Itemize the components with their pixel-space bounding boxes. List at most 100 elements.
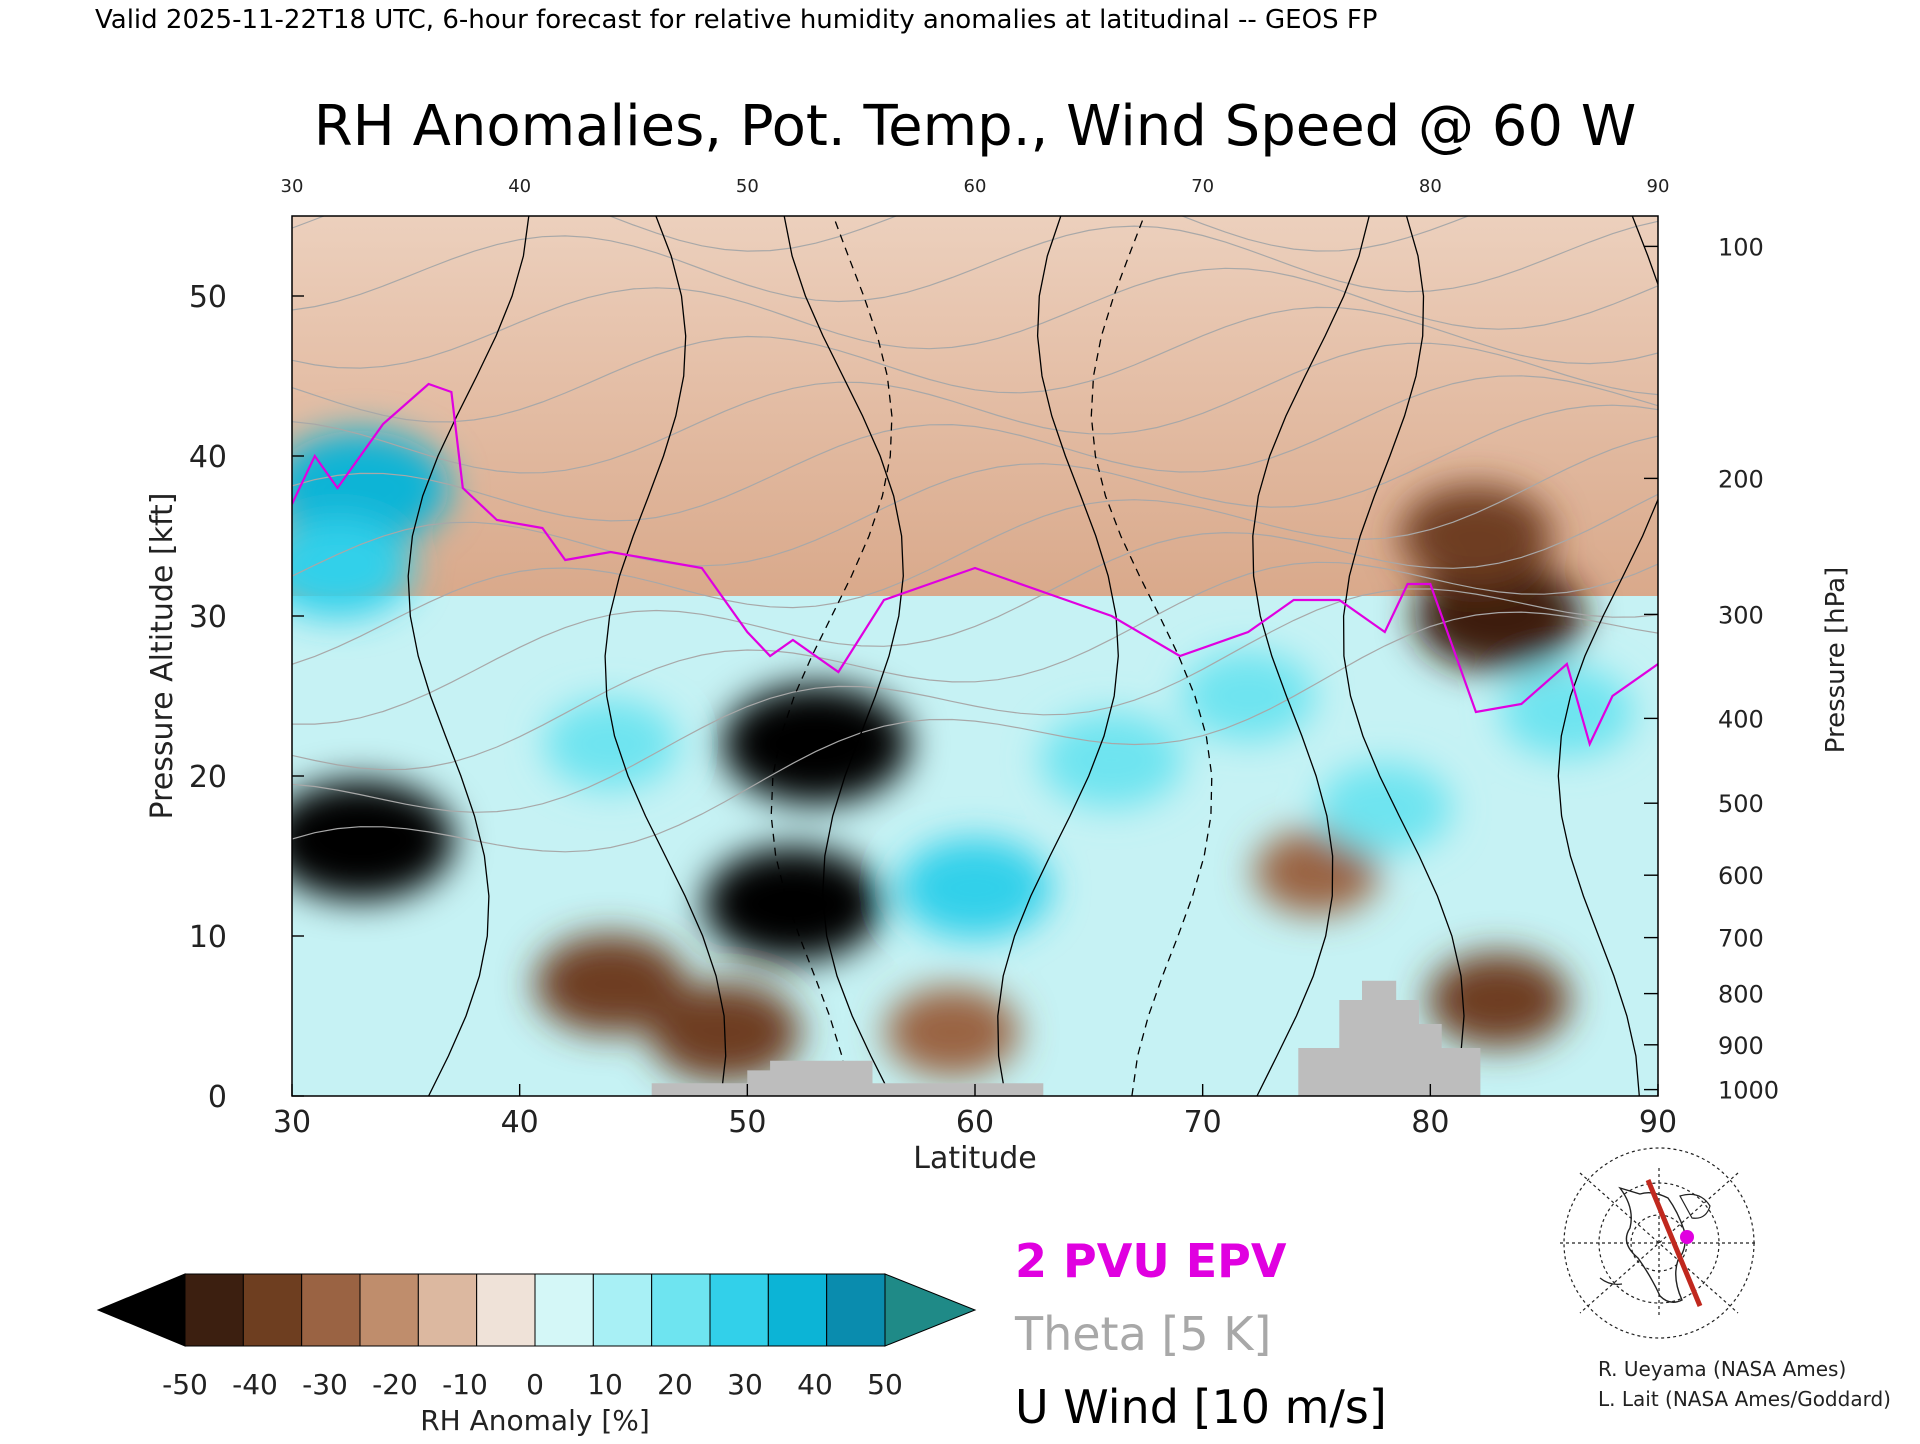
plot-area: 30 40 50 60 70 80 90 30 40 50 60 70 80 90 0 10 20 30 40 5… <box>145 176 1851 1176</box>
legend-theta-label: Theta [5 K] <box>1014 1307 1271 1361</box>
colorbar-tick-label: -30 <box>302 1368 348 1401</box>
colorbar-tick-label: 40 <box>797 1368 833 1401</box>
colorbar-bin <box>592 1273 653 1347</box>
theta-contour-380 <box>292 342 1658 474</box>
uwind-contour-0 <box>407 216 530 1096</box>
anomaly-blob-5 <box>1413 561 1584 671</box>
theta-contour-390 <box>292 306 1658 423</box>
colorbar-bin <box>767 1273 828 1347</box>
x-top-tick-label: 80 <box>1419 176 1442 197</box>
anomaly-blob-0 <box>292 780 455 900</box>
theta-contour-400 <box>292 267 1658 369</box>
x-axis-top: 30 40 50 60 70 80 90 <box>281 176 1670 197</box>
y-left-tick-label: 50 <box>189 280 227 315</box>
y-left-tick-label: 30 <box>189 600 227 635</box>
anomaly-blob-16 <box>1317 763 1452 853</box>
anomaly-blob-9 <box>885 987 1020 1077</box>
y-axis-right-label: Pressure [hPa] <box>1821 567 1851 754</box>
chart-title: RH Anomalies, Pot. Temp., Wind Speed @ 6… <box>314 94 1636 159</box>
anomaly-blob-2 <box>703 846 883 962</box>
y-right-tick-label: 200 <box>1718 465 1764 493</box>
colorbar-bin <box>651 1273 711 1347</box>
y-right-tick-label: 100 <box>1718 233 1764 261</box>
x-top-tick-label: 70 <box>1191 176 1214 197</box>
colorbar-bin <box>534 1273 594 1347</box>
x-tick-label: 80 <box>1411 1105 1449 1140</box>
theta-contour-340 <box>292 493 1658 725</box>
legend-uwind-label: U Wind [10 m/s] <box>1015 1380 1387 1434</box>
theta-contour-360 <box>292 404 1658 577</box>
theta-contours <box>292 216 1658 853</box>
y-right-tick-label: 600 <box>1718 862 1764 890</box>
colorbar-tick-label: 0 <box>526 1368 544 1401</box>
colorbar-tick-label: -40 <box>232 1368 278 1401</box>
y-right-tick-label: 300 <box>1718 601 1764 629</box>
colorbar-tick-label: -20 <box>372 1368 418 1401</box>
colorbar-extend-low <box>96 1273 186 1347</box>
anomaly-blob-12 <box>543 699 678 789</box>
y-left-tick-label: 20 <box>189 760 227 795</box>
anomaly-blob-10 <box>292 430 450 546</box>
y-left-tick-label: 10 <box>189 920 227 955</box>
y-left-tick-label: 40 <box>189 440 227 475</box>
legend-epv-label: 2 PVU EPV <box>1015 1234 1287 1288</box>
colorbar: -50 -40 -30 -20 -10 0 10 20 30 40 50 <box>96 1273 977 1401</box>
colorbar-tick-label: 50 <box>867 1368 903 1401</box>
valid-time-line: Valid 2025-11-22T18 UTC, 6-hour forecast… <box>95 5 1377 35</box>
transect-line <box>1645 1179 1703 1307</box>
x-tick-label: 50 <box>728 1105 766 1140</box>
anomaly-blob-14 <box>1040 712 1184 808</box>
colorbar-bin <box>476 1273 536 1347</box>
y-left-tick-label: 0 <box>208 1080 227 1115</box>
anomaly-blob-15 <box>1181 651 1316 741</box>
theta-contour-370 <box>292 375 1658 522</box>
colorbar-tick-label: -10 <box>442 1368 488 1401</box>
anomaly-blob-7 <box>1254 829 1379 915</box>
uwind-contours <box>407 216 1658 1096</box>
anomaly-blob-1 <box>721 684 910 804</box>
y-right-tick-label: 1000 <box>1718 1077 1779 1105</box>
x-top-tick-label: 60 <box>964 176 987 197</box>
colorbar-bin <box>709 1273 769 1347</box>
x-top-tick-label: 30 <box>281 176 304 197</box>
y-right-tick-label: 500 <box>1718 790 1764 818</box>
locator-map <box>1560 1147 1758 1339</box>
x-tick-label: 90 <box>1639 1105 1677 1140</box>
anomaly-blob-13 <box>899 838 1051 938</box>
colorbar-tick-label: 20 <box>657 1368 693 1401</box>
x-tick-label: 60 <box>956 1105 994 1140</box>
uwind-contour-4 <box>997 216 1119 1096</box>
colorbar-bin <box>359 1273 419 1347</box>
theta-contour-420 <box>292 216 1470 252</box>
y-right-tick-label: 700 <box>1718 925 1764 953</box>
colorbar-bin <box>301 1273 361 1347</box>
x-tick-label: 40 <box>501 1105 539 1140</box>
x-top-tick-label: 50 <box>736 176 759 197</box>
y-axis-left-label: Pressure Altitude [kft] <box>145 493 180 820</box>
transect-point <box>1680 1230 1694 1244</box>
anomaly-blob-3 <box>534 934 687 1034</box>
anomaly-blob-6 <box>1399 486 1552 586</box>
terrain-mask <box>292 980 1658 1096</box>
anomaly-blob-11 <box>292 518 414 618</box>
x-top-tick-label: 40 <box>508 176 531 197</box>
y-axis-left: 0 10 20 30 40 50 <box>189 280 304 1115</box>
x-axis: 30 40 50 60 70 80 90 <box>273 1084 1677 1140</box>
credit-line-1: R. Ueyama (NASA Ames) <box>1598 1357 1846 1381</box>
uwind-contour-6 <box>1252 216 1370 1096</box>
anomaly-blob-8 <box>1427 952 1571 1048</box>
colorbar-bin <box>184 1273 244 1347</box>
uwind-contour-3 <box>783 216 904 1096</box>
y-right-tick-label: 400 <box>1718 705 1764 733</box>
colorbar-title: RH Anomaly [%] <box>420 1404 650 1437</box>
colorbar-tick-label: 30 <box>727 1368 763 1401</box>
colorbar-bin <box>826 1273 886 1347</box>
x-top-tick-label: 90 <box>1647 176 1670 197</box>
x-tick-label: 30 <box>273 1105 311 1140</box>
theta-contour-320 <box>292 588 1658 813</box>
epv-2pvu-line <box>292 382 1658 748</box>
colorbar-tick-label: 10 <box>587 1368 623 1401</box>
colorbar-bin <box>417 1273 478 1347</box>
